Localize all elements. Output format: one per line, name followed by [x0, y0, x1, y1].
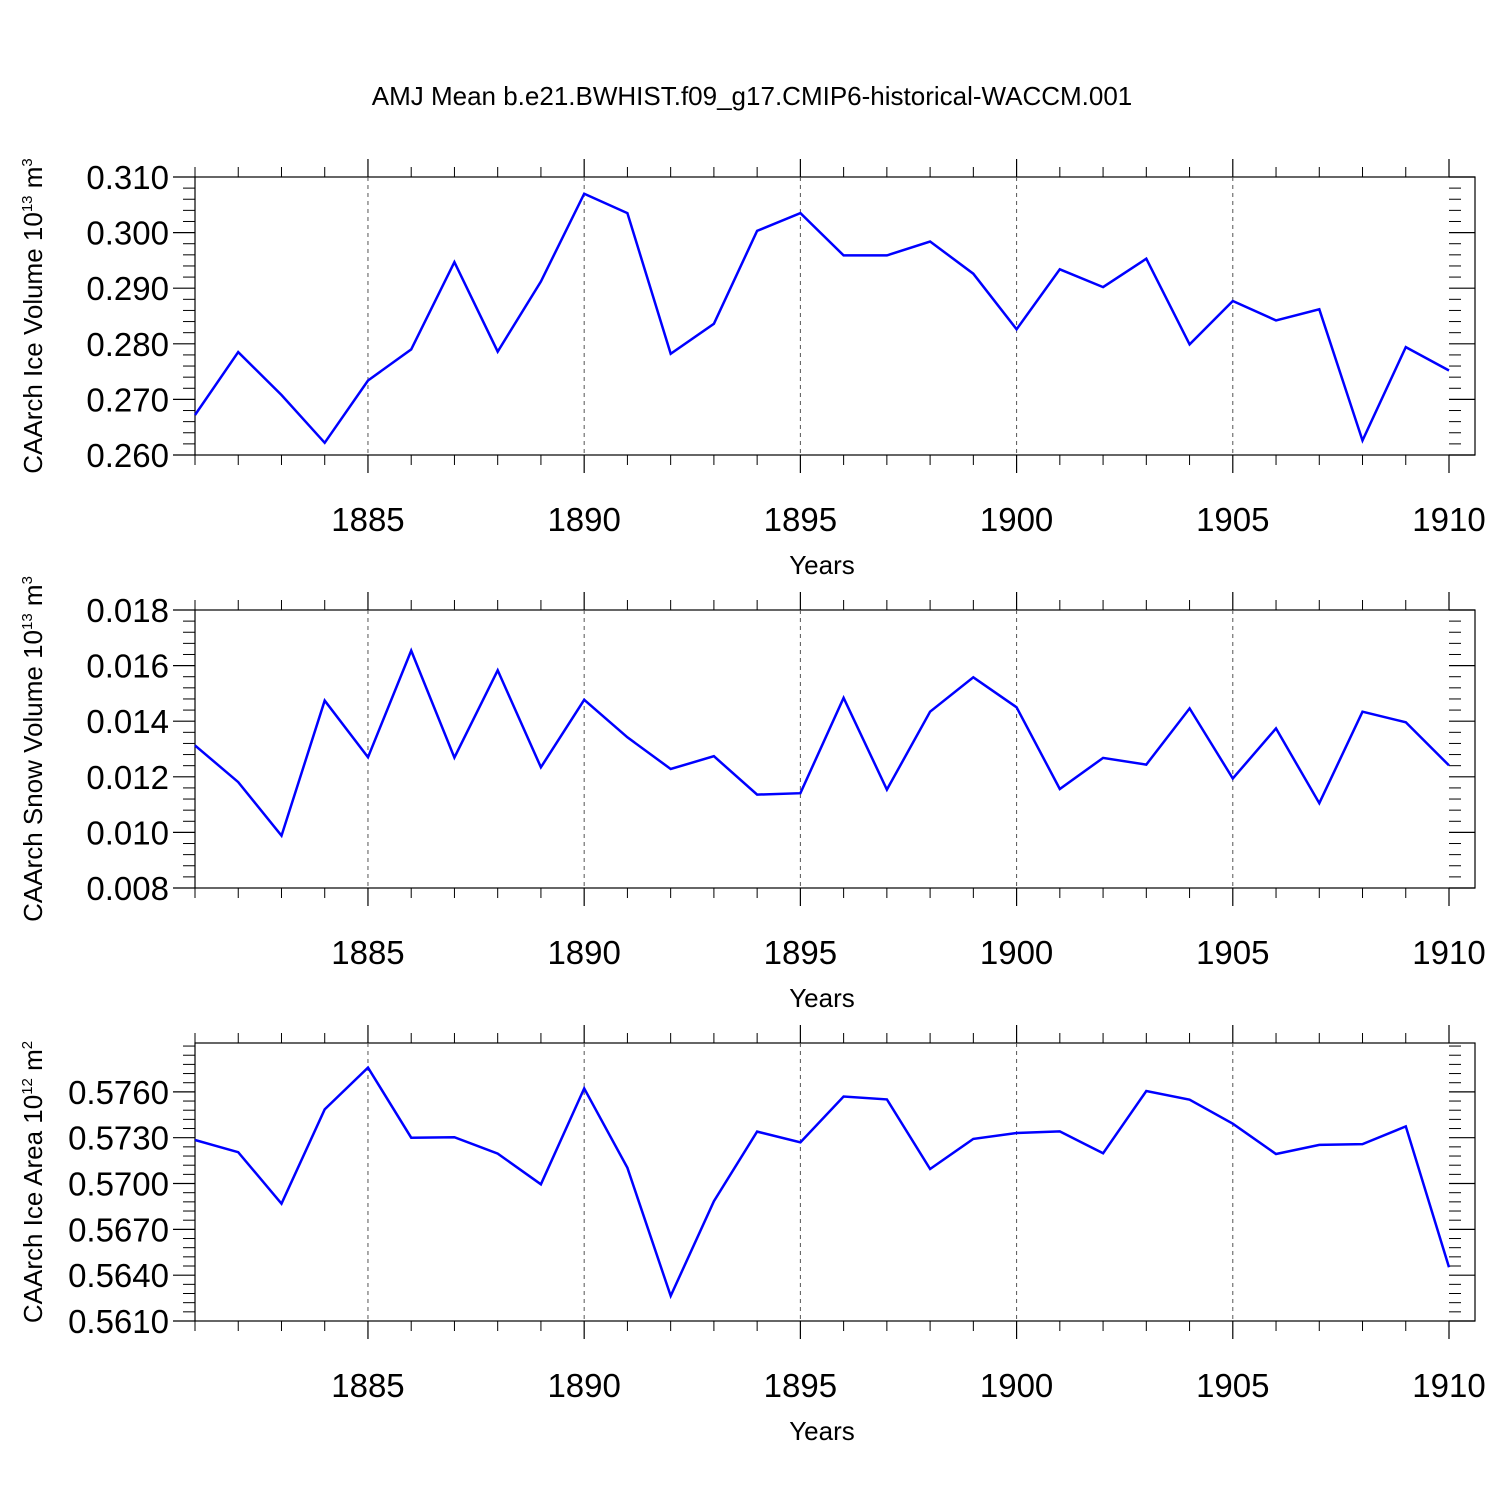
x-tick-label: 1890 — [547, 1367, 620, 1404]
x-tick-label: 1900 — [980, 501, 1053, 538]
x-tick-label: 1910 — [1412, 1367, 1485, 1404]
y-tick-label: 0.300 — [86, 215, 169, 252]
y-tick-label: 0.260 — [86, 437, 169, 474]
y-tick-label: 0.5700 — [68, 1166, 169, 1203]
x-tick-label: 1890 — [547, 934, 620, 971]
x-tick-label: 1885 — [331, 501, 404, 538]
y-tick-label: 0.5760 — [68, 1074, 169, 1111]
y-tick-label: 0.010 — [86, 814, 169, 851]
series-line — [193, 192, 1450, 445]
x-axis-label: Years — [789, 1416, 855, 1446]
figure-title: AMJ Mean b.e21.BWHIST.f09_g17.CMIP6-hist… — [372, 81, 1133, 111]
x-tick-label: 1910 — [1412, 501, 1485, 538]
x-tick-label: 1890 — [547, 501, 620, 538]
x-tick-label: 1900 — [980, 934, 1053, 971]
x-tick-label: 1895 — [764, 501, 837, 538]
y-tick-label: 0.310 — [86, 159, 169, 196]
plot-frame — [194, 1042, 1476, 1322]
x-tick-label: 1900 — [980, 1367, 1053, 1404]
series-line — [194, 1065, 1451, 1300]
y-tick-label: 0.5670 — [68, 1211, 169, 1248]
x-tick-label: 1905 — [1196, 1367, 1269, 1404]
panel-3: 1885 1890 1895 1900 1905 1910 0.5610 0.5640 0.56… — [18, 1025, 1486, 1446]
y-tick-label: 0.018 — [86, 592, 169, 629]
x-axis-label: Years — [789, 550, 855, 580]
x-tick-label: 1905 — [1196, 501, 1269, 538]
y-tick-label: 0.5610 — [68, 1303, 169, 1340]
x-tick-label: 1905 — [1196, 934, 1269, 971]
y-tick-label: 0.270 — [86, 381, 169, 418]
x-axis-label: Years — [789, 983, 855, 1013]
x-tick-label: 1895 — [764, 934, 837, 971]
y-tick-label: 0.012 — [86, 759, 169, 796]
y-tick-label: 0.014 — [86, 703, 169, 740]
y-axis-label: CAArch Ice Volume 1013 m3 — [18, 158, 48, 474]
y-tick-label: 0.5640 — [68, 1257, 169, 1294]
x-tick-label: 1885 — [331, 1367, 404, 1404]
series-line — [194, 647, 1450, 839]
x-tick-label: 1910 — [1412, 934, 1485, 971]
y-tick-label: 0.008 — [86, 870, 169, 907]
y-tick-label: 0.280 — [86, 326, 169, 363]
panel-2: 1885 1890 1895 1900 1905 1910 0.008 0.010 0.012 0… — [18, 576, 1486, 1013]
y-axis-label: CAArch Ice Area 1012 m2 — [18, 1041, 48, 1323]
plot-frame — [194, 176, 1476, 456]
panels: 1885 1890 1895 1900 1905 1910 0.260 0.270 0.280 0… — [18, 158, 1486, 1446]
y-axis-label: CAArch Snow Volume 1013 m3 — [18, 576, 48, 922]
x-tick-label: 1885 — [331, 934, 404, 971]
y-tick-label: 0.016 — [86, 648, 169, 685]
panel-1: 1885 1890 1895 1900 1905 1910 0.260 0.270 0.280 0… — [18, 158, 1486, 580]
y-tick-label: 0.5730 — [68, 1120, 169, 1157]
plot-frame — [194, 609, 1476, 889]
y-tick-label: 0.290 — [86, 270, 169, 307]
x-tick-label: 1895 — [764, 1367, 837, 1404]
